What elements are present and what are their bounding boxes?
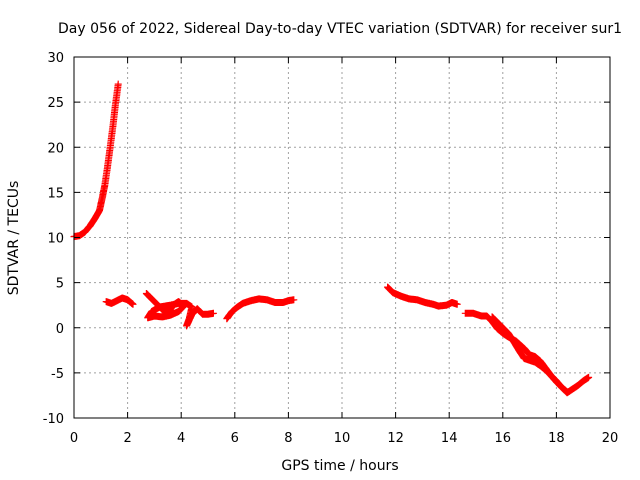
data-segment [488, 313, 571, 396]
y-tick-label: 20 [47, 141, 64, 156]
data-segment [384, 283, 461, 310]
y-tick-label: 0 [56, 322, 64, 337]
x-tick-label: 6 [231, 431, 239, 446]
data-markers [223, 295, 298, 323]
x-tick-label: 18 [548, 431, 565, 446]
x-axis-label: GPS time / hours [281, 458, 398, 474]
y-axis-label: SDTVAR / TECUs [6, 181, 22, 296]
x-tick-label: 12 [387, 431, 404, 446]
data-markers [384, 283, 461, 310]
x-tick-label: 0 [70, 431, 78, 446]
axis-ticks: 0 2 4 6 8 10 12 14 16 18 20 -10 -5 0 5 10 15 20 25 30 [43, 51, 619, 446]
x-tick-label: 4 [177, 431, 185, 446]
x-tick-label: 20 [602, 431, 619, 446]
y-tick-label: 15 [47, 186, 64, 201]
data-segment [142, 290, 217, 330]
y-tick-label: 10 [47, 232, 64, 247]
x-tick-label: 16 [495, 431, 512, 446]
y-tick-label: 25 [47, 96, 64, 111]
data-series [70, 80, 593, 397]
grid-lines [74, 57, 610, 418]
x-tick-label: 8 [284, 431, 292, 446]
x-tick-label: 2 [123, 431, 131, 446]
y-tick-label: 5 [56, 277, 64, 292]
data-markers [102, 294, 137, 308]
data-segment [223, 295, 298, 323]
y-tick-label: -10 [43, 412, 64, 427]
data-markers [142, 290, 217, 330]
x-tick-label: 10 [334, 431, 351, 446]
x-tick-label: 14 [441, 431, 458, 446]
y-tick-label: 30 [47, 51, 64, 66]
chart-title: Day 056 of 2022, Sidereal Day-to-day VTE… [58, 21, 622, 37]
data-segment [102, 294, 137, 308]
data-markers [488, 313, 571, 396]
y-tick-label: -5 [51, 367, 64, 382]
